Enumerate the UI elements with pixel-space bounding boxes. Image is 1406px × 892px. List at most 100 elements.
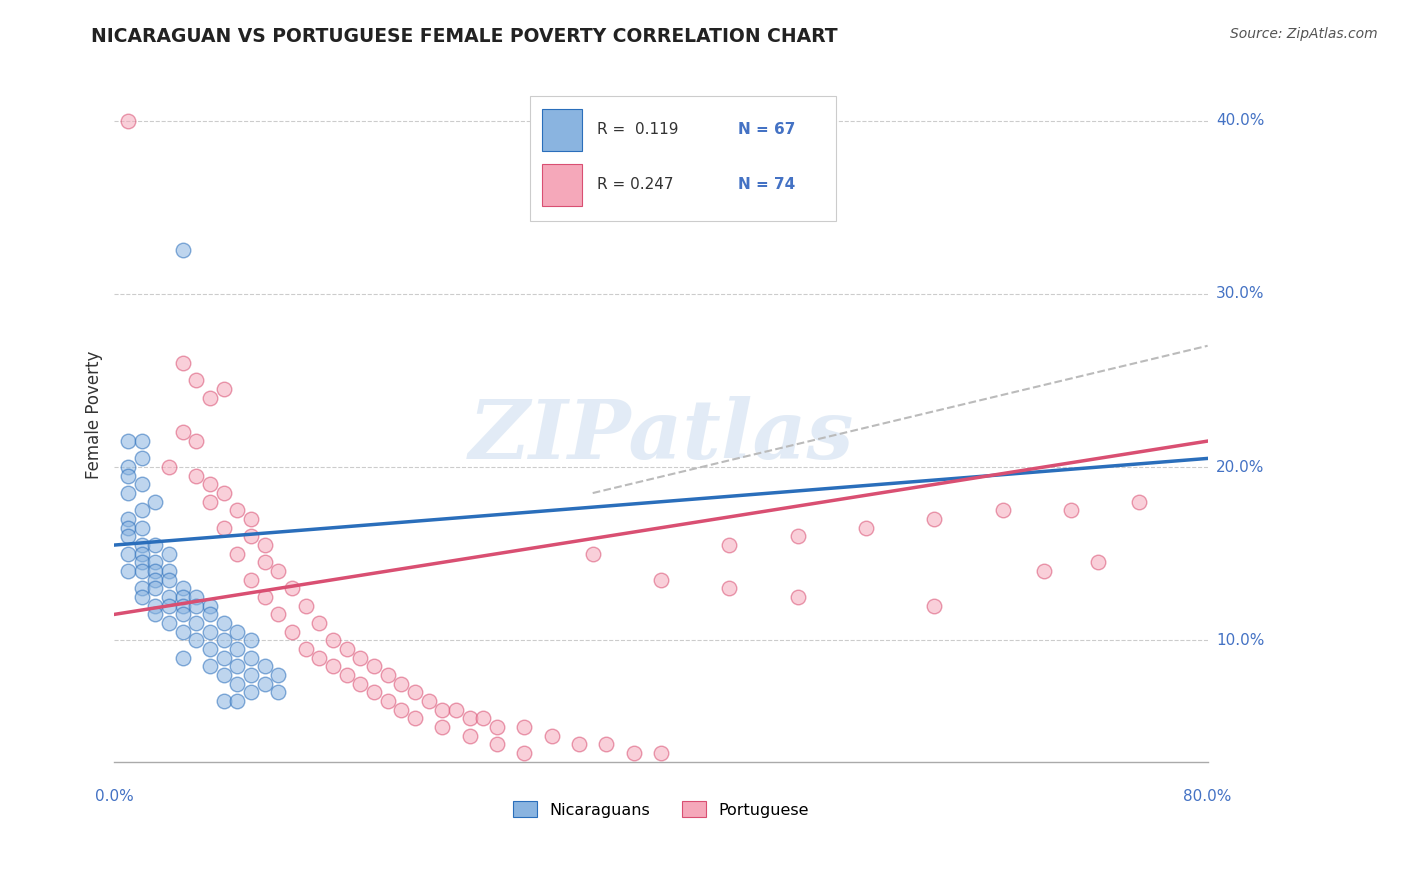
Point — [131, 564, 153, 578]
Point — [172, 244, 194, 258]
Point — [253, 538, 276, 552]
Point — [186, 599, 208, 613]
Point — [444, 703, 467, 717]
Point — [172, 624, 194, 639]
Point — [186, 468, 208, 483]
Text: Source: ZipAtlas.com: Source: ZipAtlas.com — [1230, 27, 1378, 41]
Point — [582, 547, 605, 561]
Point — [404, 685, 426, 699]
Point — [212, 650, 235, 665]
Point — [650, 573, 672, 587]
Point — [198, 607, 221, 622]
Point — [145, 582, 167, 596]
Point — [267, 685, 290, 699]
Point — [472, 711, 495, 725]
Point — [540, 729, 562, 743]
Point — [226, 676, 249, 690]
Point — [157, 590, 180, 604]
Point — [924, 599, 946, 613]
Point — [212, 521, 235, 535]
Point — [924, 512, 946, 526]
Text: 0.0%: 0.0% — [96, 789, 134, 805]
Point — [212, 382, 235, 396]
Legend: Nicaraguans, Portuguese: Nicaraguans, Portuguese — [506, 795, 815, 824]
Point — [117, 460, 139, 475]
Point — [418, 694, 440, 708]
Point — [240, 573, 263, 587]
Point — [145, 494, 167, 508]
Point — [117, 512, 139, 526]
Point — [145, 607, 167, 622]
Point — [226, 547, 249, 561]
Point — [294, 599, 316, 613]
Point — [389, 703, 412, 717]
Point — [226, 503, 249, 517]
Point — [322, 659, 344, 673]
Point — [172, 425, 194, 440]
Point — [157, 573, 180, 587]
Text: 40.0%: 40.0% — [1216, 113, 1264, 128]
Point — [404, 711, 426, 725]
Point — [131, 555, 153, 569]
Point — [267, 564, 290, 578]
Point — [172, 356, 194, 370]
Point — [650, 746, 672, 760]
Point — [240, 668, 263, 682]
Point — [186, 434, 208, 448]
Text: NICARAGUAN VS PORTUGUESE FEMALE POVERTY CORRELATION CHART: NICARAGUAN VS PORTUGUESE FEMALE POVERTY … — [91, 27, 838, 45]
Point — [568, 737, 591, 751]
Y-axis label: Female Poverty: Female Poverty — [86, 351, 103, 479]
Point — [172, 582, 194, 596]
Point — [308, 615, 330, 630]
Point — [212, 694, 235, 708]
Point — [198, 642, 221, 657]
Point — [336, 642, 359, 657]
Point — [117, 113, 139, 128]
Point — [486, 737, 509, 751]
Point — [294, 642, 316, 657]
Point — [240, 633, 263, 648]
Text: 20.0%: 20.0% — [1216, 459, 1264, 475]
Point — [486, 720, 509, 734]
Point — [240, 650, 263, 665]
Point — [117, 529, 139, 543]
Point — [131, 434, 153, 448]
Point — [1087, 555, 1109, 569]
Point — [240, 529, 263, 543]
Point — [131, 538, 153, 552]
Point — [363, 659, 385, 673]
Point — [226, 642, 249, 657]
Point — [432, 720, 454, 734]
Point — [718, 538, 741, 552]
Point — [117, 547, 139, 561]
Point — [322, 633, 344, 648]
Point — [267, 607, 290, 622]
Point — [198, 624, 221, 639]
Point — [377, 668, 399, 682]
Point — [157, 615, 180, 630]
Point — [226, 624, 249, 639]
Point — [131, 590, 153, 604]
Point — [172, 650, 194, 665]
Point — [172, 607, 194, 622]
Point — [377, 694, 399, 708]
Point — [131, 582, 153, 596]
Point — [253, 590, 276, 604]
Point — [458, 711, 481, 725]
Point — [458, 729, 481, 743]
Point — [212, 615, 235, 630]
Point — [253, 659, 276, 673]
Point — [595, 737, 617, 751]
Point — [117, 521, 139, 535]
Point — [157, 564, 180, 578]
Point — [212, 486, 235, 500]
Point — [117, 468, 139, 483]
Point — [240, 685, 263, 699]
Point — [145, 555, 167, 569]
Point — [349, 650, 371, 665]
Point — [855, 521, 877, 535]
Point — [117, 434, 139, 448]
Point — [623, 746, 645, 760]
Point — [198, 494, 221, 508]
Point — [145, 538, 167, 552]
